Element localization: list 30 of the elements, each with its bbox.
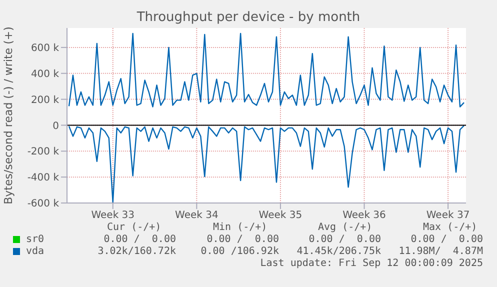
- y-axis-title: Bytes/second read (-) / write (+): [2, 26, 15, 204]
- text: Cur (-/+): [107, 222, 162, 233]
- y-tick-label: -200 k: [27, 146, 60, 158]
- y-tick-label: 0: [52, 120, 59, 132]
- text: Max (-/+): [423, 222, 478, 233]
- text: 41.45k/206.75k: [296, 246, 381, 257]
- text: 0.00 / 0.00: [308, 234, 381, 245]
- x-tick-label: Week 37: [426, 210, 470, 222]
- y-tick-label: 200 k: [30, 94, 60, 106]
- text: 0.00 / 0.00: [410, 234, 483, 245]
- x-tick-label: Week 35: [258, 210, 302, 222]
- text: 0.00 /106.92k: [200, 246, 279, 257]
- text: 11.98M/ 4.87M: [398, 246, 483, 257]
- text: 0.00 / 0.00: [104, 234, 176, 245]
- x-tick-label: Week 34: [175, 210, 218, 222]
- line-series: [68, 32, 465, 108]
- y-tick-label: 400 k: [30, 68, 60, 80]
- x-tick-label: Week 36: [342, 210, 386, 222]
- text: Min (-/+): [213, 222, 268, 233]
- text: 3.02k/160.72k: [98, 246, 176, 257]
- legend-label: vda: [26, 246, 44, 257]
- y-tick-label: -600 k: [27, 198, 60, 210]
- x-tick-label: Week 33: [91, 210, 135, 222]
- text: Last update: Fri Sep 12 00:00:09 2025: [260, 258, 483, 269]
- y-tick-label: 600 k: [30, 42, 60, 54]
- y-tick-label: -400 k: [27, 172, 60, 184]
- text: 0.00 / 0.00: [206, 234, 279, 245]
- chart-title: Throughput per device - by month: [136, 10, 362, 25]
- text: Avg (-/+): [318, 222, 372, 233]
- legend-label: sr0: [26, 234, 44, 245]
